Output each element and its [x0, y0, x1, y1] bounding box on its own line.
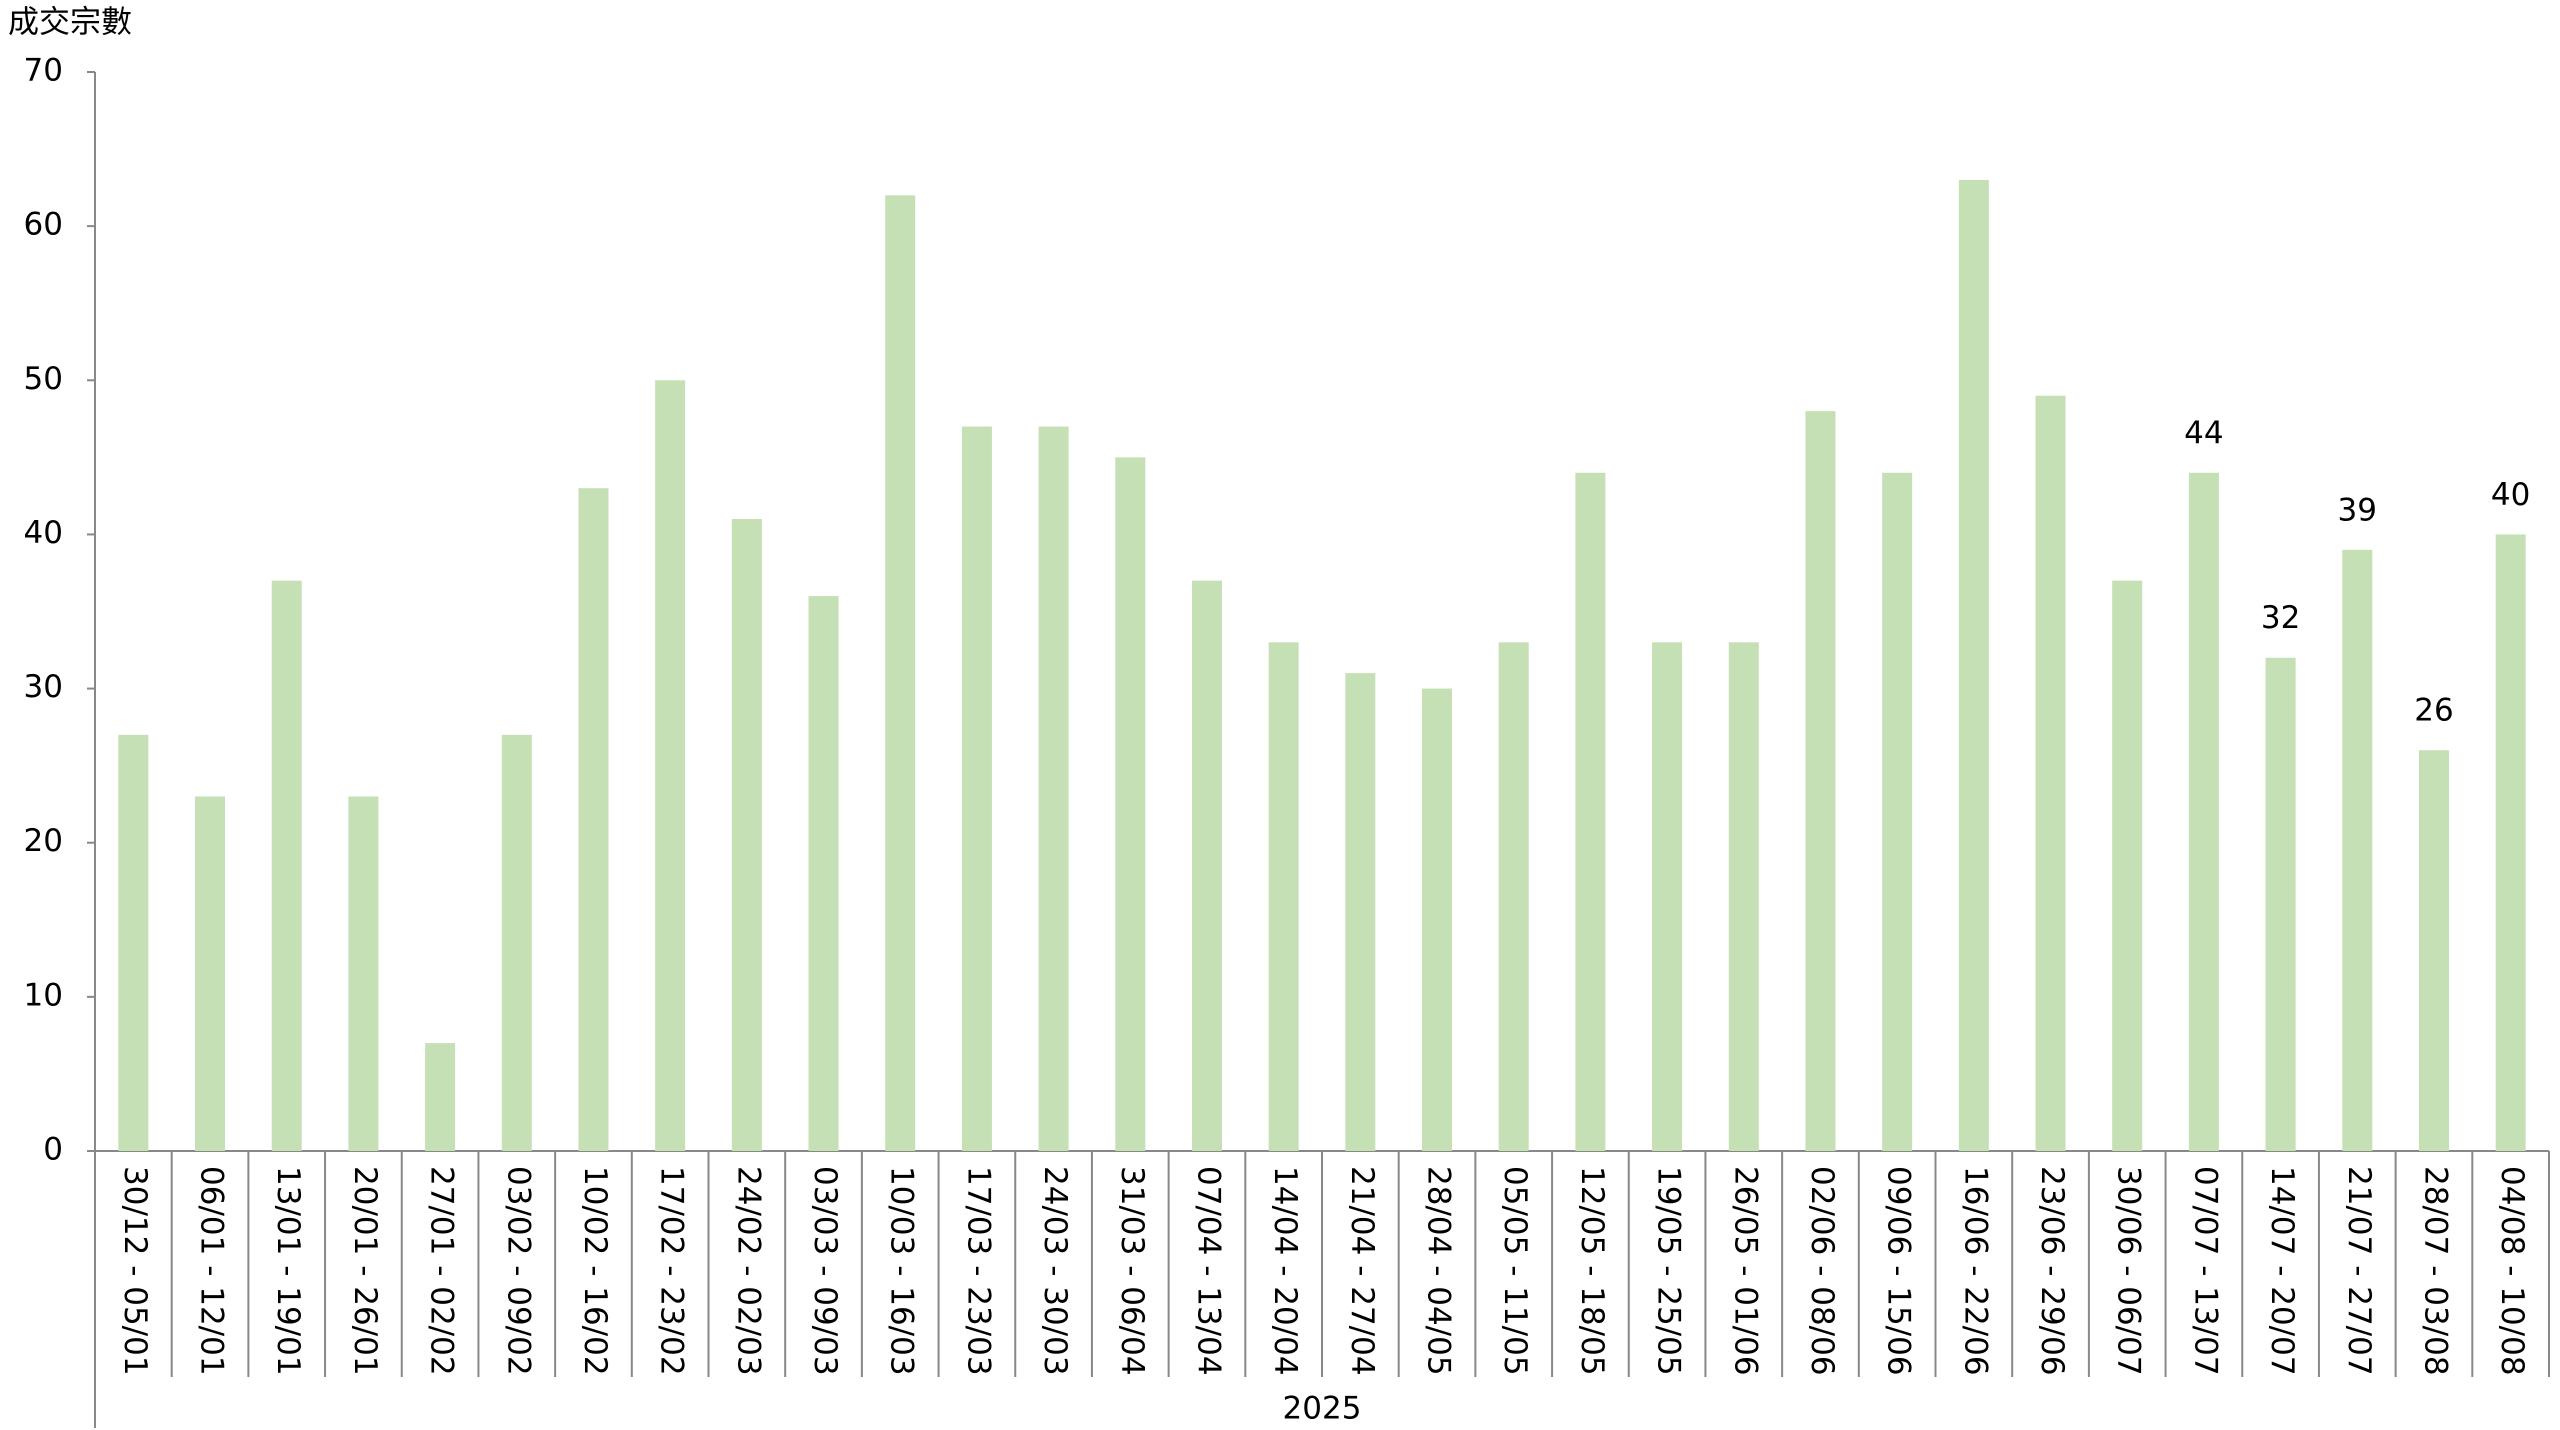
x-tick-label: 31/03 - 06/04: [1114, 1166, 1150, 1376]
y-tick-label: 40: [24, 515, 63, 551]
bar: [2342, 549, 2373, 1151]
x-tick-label: 02/06 - 08/06: [1804, 1166, 1840, 1376]
bar: [1652, 642, 1683, 1151]
x-tick-label: 03/03 - 09/03: [807, 1166, 843, 1376]
bar: [1191, 580, 1222, 1151]
bar: [1882, 472, 1913, 1151]
y-tick-label: 70: [24, 53, 63, 89]
x-tick-label: 14/04 - 20/04: [1267, 1166, 1303, 1376]
y-tick-label: 30: [24, 669, 63, 705]
x-tick-label: 16/06 - 22/06: [1957, 1166, 1993, 1376]
x-tick-label: 04/08 - 10/08: [2494, 1166, 2530, 1376]
bar: [578, 488, 609, 1152]
x-tick-label: 05/05 - 11/05: [1497, 1166, 1533, 1376]
x-tick-label: 23/06 - 29/06: [2034, 1166, 2070, 1376]
y-tick-label: 20: [24, 823, 63, 859]
x-tick-label: 24/02 - 02/03: [730, 1166, 766, 1376]
x-tick-label: 24/03 - 30/03: [1037, 1166, 1073, 1376]
bar: [2188, 472, 2219, 1151]
bar: [1345, 673, 1376, 1151]
bar: [2265, 657, 2296, 1151]
bar: [1038, 426, 1069, 1151]
x-tick-label: 28/04 - 04/05: [1421, 1166, 1457, 1376]
x-tick-label: 17/02 - 23/02: [654, 1166, 690, 1376]
bar: [885, 195, 916, 1152]
x-tick-label: 21/04 - 27/04: [1344, 1166, 1380, 1376]
x-tick-label: 07/07 - 13/07: [2187, 1166, 2223, 1376]
bar: [195, 796, 226, 1151]
y-tick-label: 0: [43, 1132, 63, 1168]
y-axis-title: 成交宗數: [8, 5, 132, 41]
group-label: 2025: [1283, 1391, 1362, 1427]
bar: [501, 734, 532, 1151]
x-tick-label: 19/05 - 25/05: [1651, 1166, 1687, 1376]
x-tick-label: 09/06 - 15/06: [1881, 1166, 1917, 1376]
x-tick-label: 27/01 - 02/02: [424, 1166, 460, 1376]
bar: [808, 596, 839, 1151]
x-tick-label: 28/07 - 03/08: [2417, 1166, 2453, 1376]
bar: [1115, 457, 1146, 1151]
x-tick-label: 03/02 - 09/02: [500, 1166, 536, 1376]
data-label: 39: [2338, 492, 2377, 528]
bar: [961, 426, 992, 1151]
bar: [1575, 472, 1606, 1151]
x-tick-label: 10/03 - 16/03: [884, 1166, 920, 1376]
x-tick-label: 26/05 - 01/06: [1727, 1166, 1763, 1376]
x-tick-label: 10/02 - 16/02: [577, 1166, 613, 1376]
x-tick-label: 13/01 - 19/01: [270, 1166, 306, 1376]
bar: [1958, 179, 1989, 1151]
data-label: 44: [2184, 415, 2223, 451]
y-tick-label: 10: [24, 977, 63, 1013]
data-label: 40: [2491, 477, 2530, 513]
bar: [2035, 395, 2066, 1151]
bar: [2112, 580, 2143, 1151]
bar: [1805, 411, 1836, 1152]
bar: [2495, 534, 2526, 1151]
x-tick-label: 21/07 - 27/07: [2341, 1166, 2377, 1376]
x-tick-label: 07/04 - 13/04: [1190, 1166, 1226, 1376]
bar: [1728, 642, 1759, 1151]
y-tick-label: 50: [24, 361, 63, 397]
bar: [425, 1043, 456, 1151]
bar: [1422, 688, 1453, 1151]
bar: [118, 734, 149, 1151]
bar: [1498, 642, 1529, 1151]
bar: [348, 796, 379, 1151]
x-tick-label: 20/01 - 26/01: [347, 1166, 383, 1376]
bar: [271, 580, 302, 1151]
x-tick-label: 30/12 - 05/01: [117, 1166, 153, 1376]
y-tick-label: 60: [24, 207, 63, 243]
bar: [655, 380, 686, 1151]
data-label: 26: [2414, 693, 2453, 729]
x-tick-label: 14/07 - 20/07: [2264, 1166, 2300, 1376]
x-tick-label: 17/03 - 23/03: [960, 1166, 996, 1376]
data-label: 32: [2261, 600, 2300, 636]
x-tick-label: 12/05 - 18/05: [1574, 1166, 1610, 1376]
bar: [1268, 642, 1299, 1151]
x-tick-label: 06/01 - 12/01: [194, 1166, 230, 1376]
bar: [2418, 750, 2449, 1151]
x-tick-label: 30/06 - 06/07: [2111, 1166, 2147, 1376]
bar: [731, 519, 762, 1151]
